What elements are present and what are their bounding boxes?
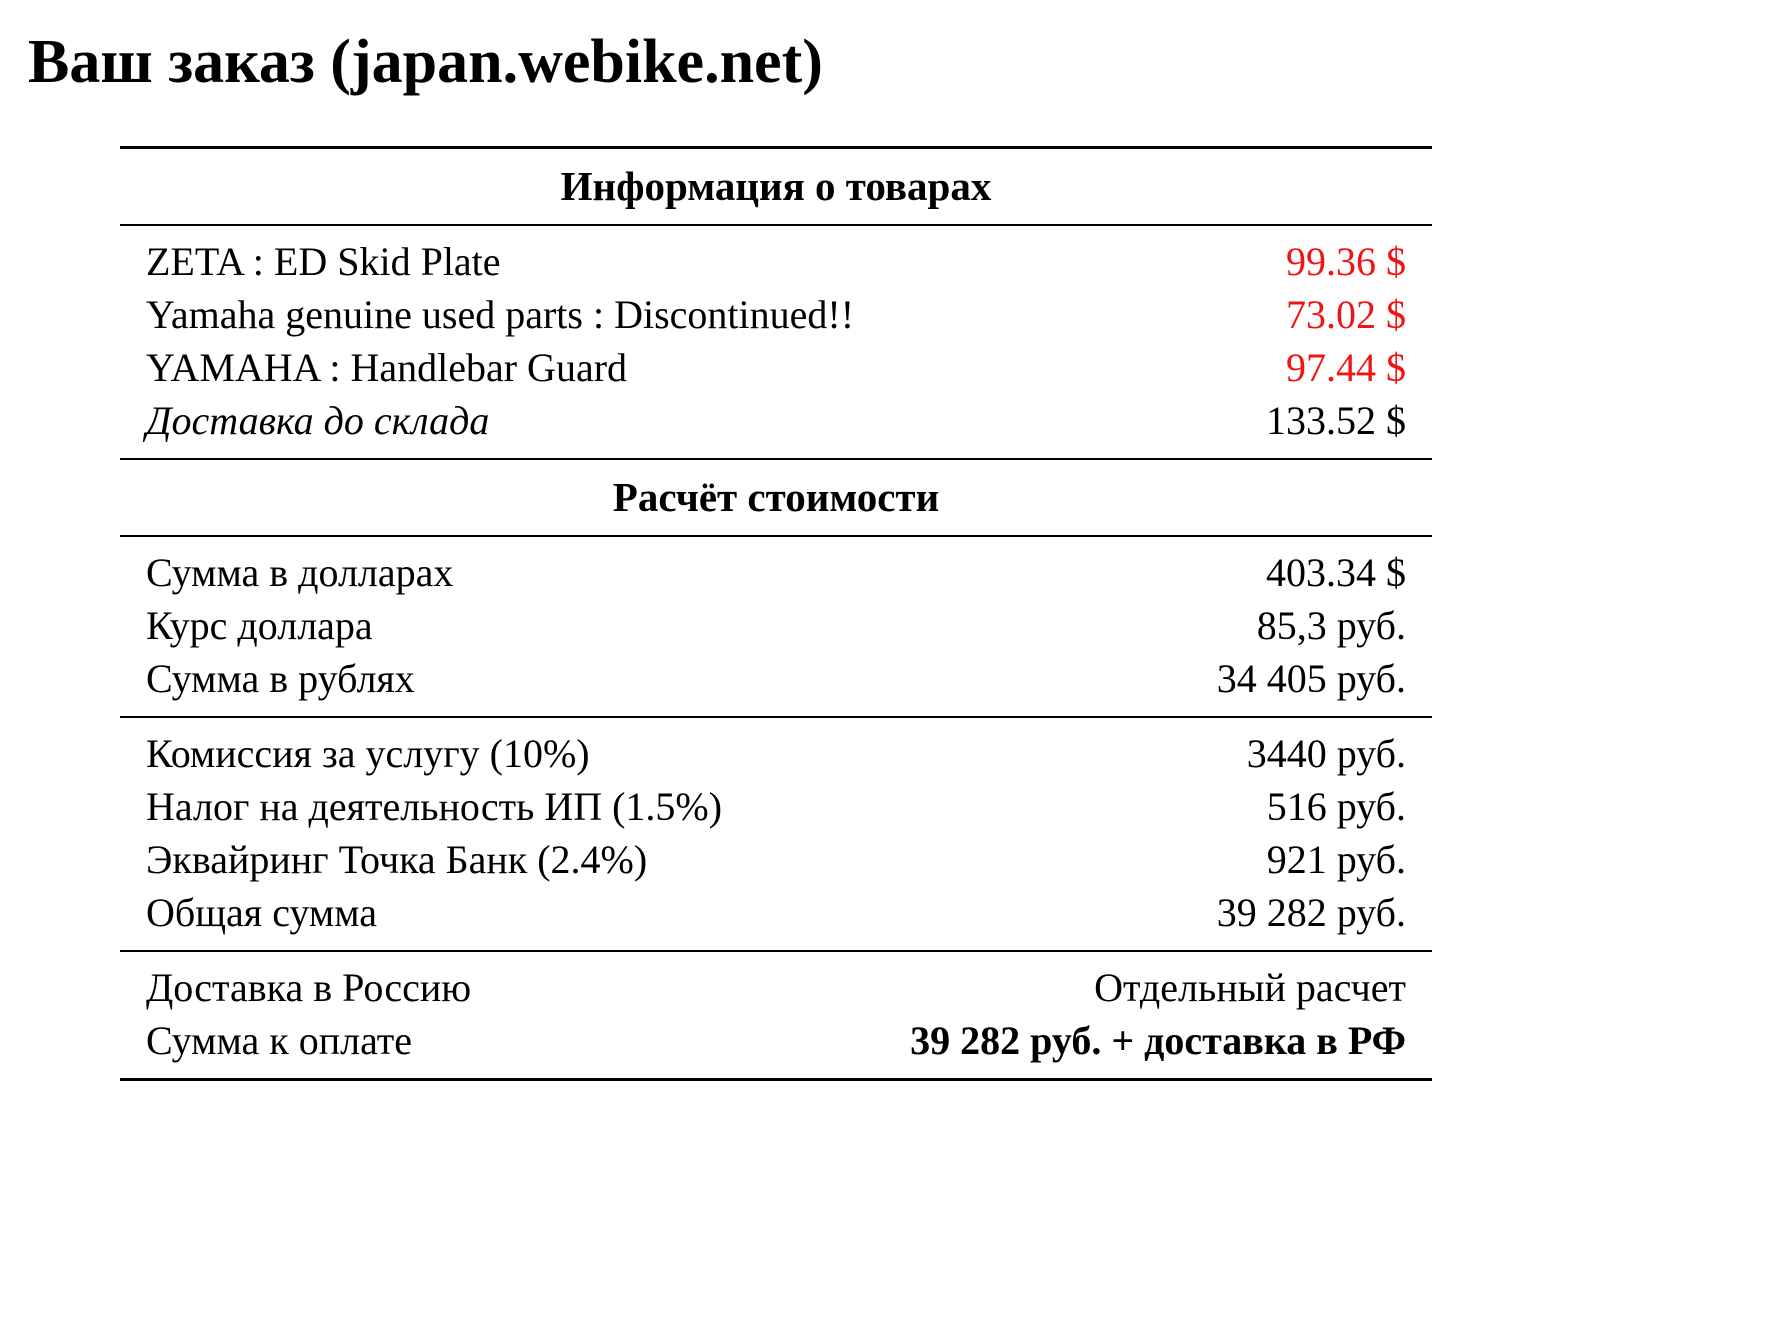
calc-row: Налог на деятельность ИП (1.5%) 516 руб. xyxy=(146,780,1406,833)
order-table: Информация о товарах ZETA : ED Skid Plat… xyxy=(120,146,1432,1082)
calc-label: Налог на деятельность ИП (1.5%) xyxy=(146,784,723,830)
calc-value: 34 405 руб. xyxy=(1216,656,1406,702)
calc-value: 85,3 руб. xyxy=(1256,603,1406,649)
item-row: Доставка до склада 133.52 $ xyxy=(146,394,1406,447)
calc-group-sums: Сумма в долларах 403.34 $ Курс доллара 8… xyxy=(120,537,1432,719)
item-row: Yamaha genuine used parts : Discontinued… xyxy=(146,288,1406,341)
calc-row: Сумма в долларах 403.34 $ xyxy=(146,546,1406,599)
calc-row: Курс доллара 85,3 руб. xyxy=(146,599,1406,652)
item-row: YAMAHA : Handlebar Guard 97.44 $ xyxy=(146,341,1406,394)
calc-section-header: Расчёт стоимости xyxy=(120,460,1432,538)
calc-group-total: Доставка в Россию Отдельный расчет Сумма… xyxy=(120,952,1432,1078)
calc-label: Сумма в долларах xyxy=(146,550,454,596)
calc-label: Сумма в рублях xyxy=(146,656,415,702)
item-row: ZETA : ED Skid Plate 99.36 $ xyxy=(146,235,1406,288)
item-price: 97.44 $ xyxy=(1286,345,1406,391)
calc-label: Курс доллара xyxy=(146,603,373,649)
item-price: 73.02 $ xyxy=(1286,292,1406,338)
item-price: 133.52 $ xyxy=(1266,398,1406,444)
calc-value: 516 руб. xyxy=(1266,784,1406,830)
calc-value-total: 39 282 руб. + доставка в РФ xyxy=(910,1018,1406,1064)
calc-group-fees: Комиссия за услугу (10%) 3440 руб. Налог… xyxy=(120,718,1432,953)
calc-label: Комиссия за услугу (10%) xyxy=(146,731,590,777)
calc-row: Доставка в Россию Отдельный расчет xyxy=(146,961,1406,1014)
item-label: YAMAHA : Handlebar Guard xyxy=(146,345,628,391)
items-section-header: Информация о товарах xyxy=(120,149,1432,227)
item-label: Yamaha genuine used parts : Discontinued… xyxy=(146,292,855,338)
page-title: Ваш заказ (japan.webike.net) xyxy=(28,28,823,96)
calc-value: 921 руб. xyxy=(1266,837,1406,883)
calc-value: 39 282 руб. xyxy=(1216,890,1406,936)
items-group: ZETA : ED Skid Plate 99.36 $ Yamaha genu… xyxy=(120,226,1432,461)
item-price: 99.36 $ xyxy=(1286,239,1406,285)
calc-row: Эквайринг Точка Банк (2.4%) 921 руб. xyxy=(146,833,1406,886)
calc-label: Сумма к оплате xyxy=(146,1018,413,1064)
calc-row: Сумма в рублях 34 405 руб. xyxy=(146,652,1406,705)
item-label: Доставка до склада xyxy=(146,398,490,444)
calc-row: Сумма к оплате 39 282 руб. + доставка в … xyxy=(146,1014,1406,1067)
calc-label: Общая сумма xyxy=(146,890,377,936)
calc-label: Доставка в Россию xyxy=(146,965,472,1011)
calc-value: 3440 руб. xyxy=(1246,731,1406,777)
calc-row: Комиссия за услугу (10%) 3440 руб. xyxy=(146,727,1406,780)
calc-label: Эквайринг Точка Банк (2.4%) xyxy=(146,837,648,883)
item-label: ZETA : ED Skid Plate xyxy=(146,239,501,285)
calc-value: 403.34 $ xyxy=(1266,550,1406,596)
calc-row: Общая сумма 39 282 руб. xyxy=(146,886,1406,939)
calc-value: Отдельный расчет xyxy=(1094,965,1406,1011)
